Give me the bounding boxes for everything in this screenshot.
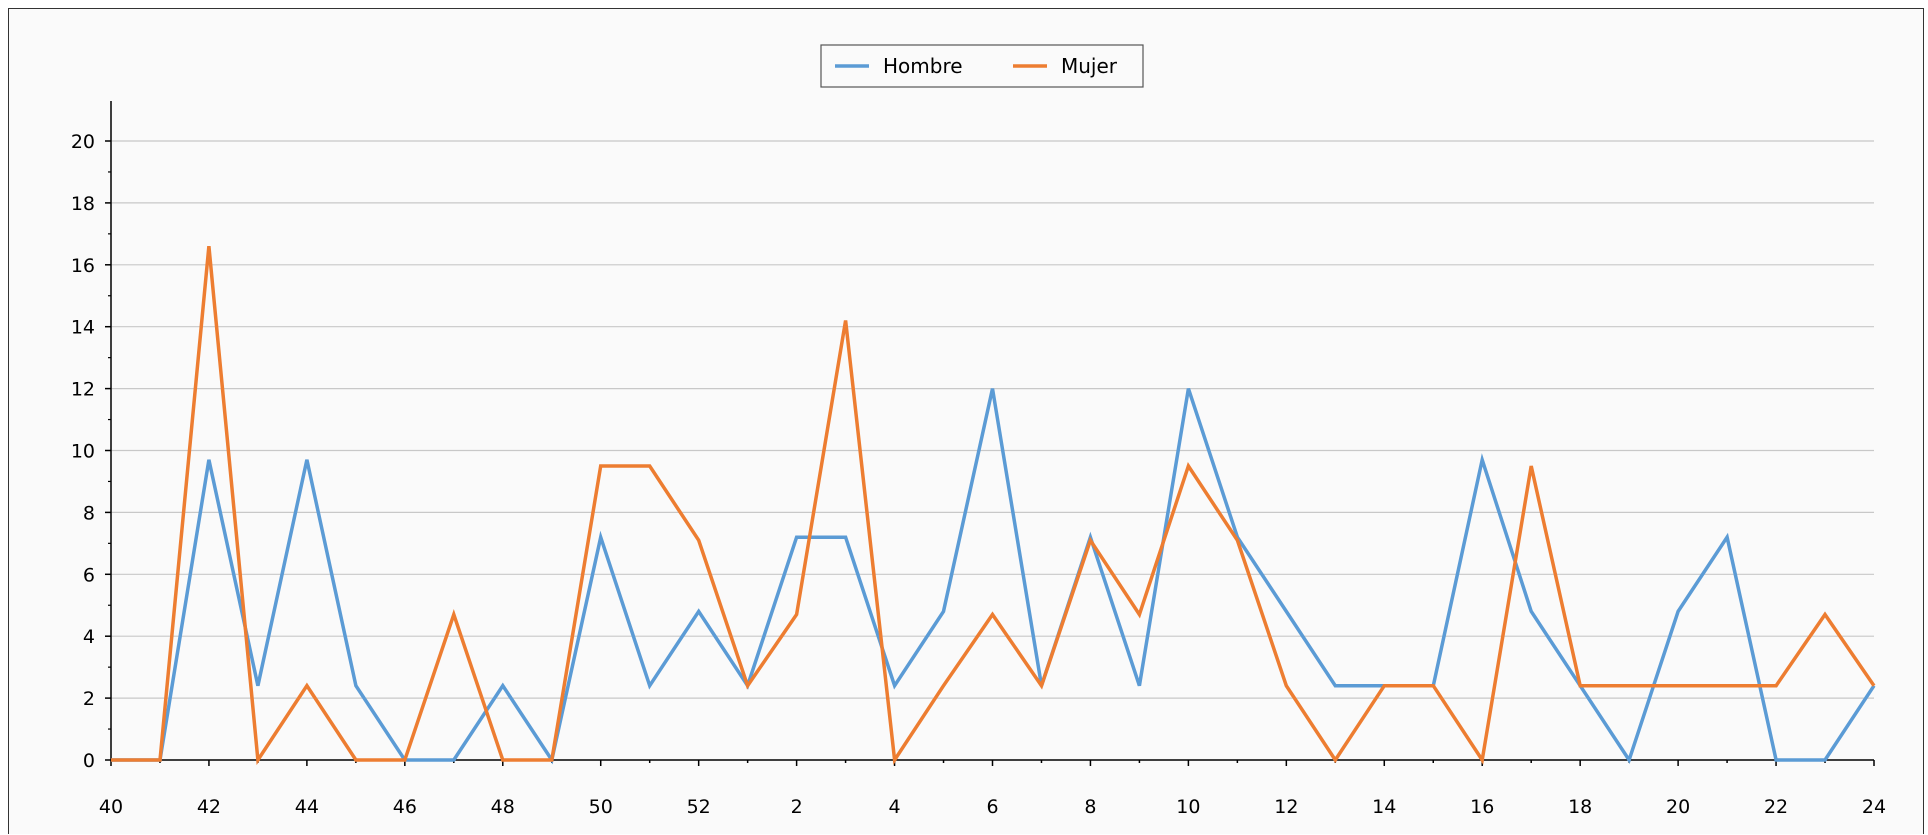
x-tick-label: 2 (791, 796, 803, 818)
y-tick-label: 8 (83, 502, 95, 524)
y-tick-label: 0 (83, 750, 95, 772)
x-tick-label: 24 (1862, 796, 1886, 818)
y-tick-label: 16 (71, 255, 95, 277)
x-tick-label: 50 (589, 796, 613, 818)
legend-box (820, 44, 1144, 88)
x-tick-label: 8 (1084, 796, 1096, 818)
y-tick-label: 10 (71, 441, 95, 463)
y-tick-label: 4 (83, 626, 95, 648)
y-tick-label: 2 (83, 688, 95, 710)
x-tick-label: 12 (1274, 796, 1298, 818)
x-tick-label: 16 (1470, 796, 1494, 818)
chart-frame: 0 2 4 6 8 10 12 14 16 18 20 40 42 44 46 48 50 52 2 4 6 8 10 12… (8, 8, 1924, 834)
x-tick-label: 22 (1764, 796, 1788, 818)
x-tick-label: 42 (197, 796, 221, 818)
x-tick-label: 14 (1372, 796, 1396, 818)
x-tick-label: 4 (889, 796, 901, 818)
legend-label-hombre: Hombre (883, 54, 963, 78)
y-tick-labels: 0 2 4 6 8 10 12 14 16 18 20 (71, 131, 95, 772)
x-tick-label: 20 (1666, 796, 1690, 818)
series-line-mujer (111, 246, 1876, 766)
x-tick-label: 10 (1176, 796, 1200, 818)
x-tick-label: 48 (491, 796, 515, 818)
series-lines (111, 246, 1876, 766)
x-tick-label: 44 (295, 796, 319, 818)
x-tick-labels: 40 42 44 46 48 50 52 2 4 6 8 10 12 14 16 18 20 22 24 (99, 796, 1886, 818)
x-tick-label: 18 (1568, 796, 1592, 818)
y-tick-label: 6 (83, 564, 95, 586)
legend-label-mujer: Mujer (1061, 54, 1118, 78)
x-tick-label: 52 (687, 796, 711, 818)
x-tick-label: 46 (393, 796, 417, 818)
axes (105, 101, 1875, 766)
y-tick-label: 12 (71, 379, 95, 401)
y-tick-label: 18 (71, 193, 95, 215)
y-tick-label: 20 (71, 131, 95, 153)
x-tick-label: 40 (99, 796, 123, 818)
y-tick-label: 14 (71, 317, 95, 339)
legend: Hombre Mujer (820, 44, 1144, 88)
x-tick-label: 6 (986, 796, 998, 818)
